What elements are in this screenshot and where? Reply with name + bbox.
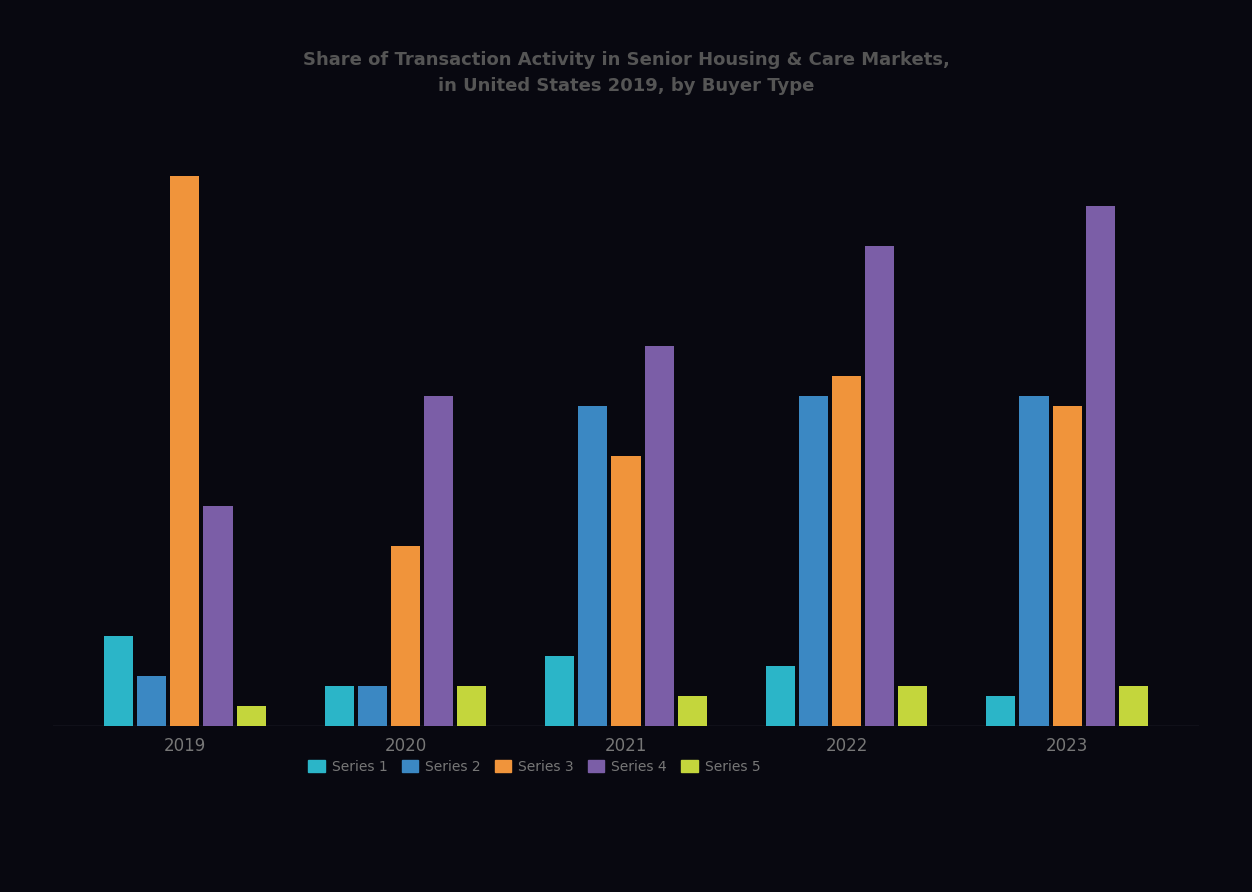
Bar <box>799 396 828 726</box>
Bar <box>578 406 607 726</box>
Bar <box>237 706 265 726</box>
Bar <box>987 696 1015 726</box>
Bar <box>1085 206 1114 726</box>
Title: Share of Transaction Activity in Senior Housing & Care Markets,
in United States: Share of Transaction Activity in Senior … <box>303 51 949 95</box>
Bar <box>1053 406 1082 726</box>
Bar <box>865 246 894 726</box>
Bar <box>833 376 861 726</box>
Bar <box>645 346 674 726</box>
Bar <box>424 396 453 726</box>
Bar <box>203 506 233 726</box>
Bar <box>138 676 167 726</box>
Bar <box>1019 396 1049 726</box>
Bar <box>898 686 928 726</box>
Bar <box>546 656 575 726</box>
Bar <box>358 686 387 726</box>
Bar <box>324 686 354 726</box>
Bar <box>677 696 706 726</box>
Legend: Series 1, Series 2, Series 3, Series 4, Series 5: Series 1, Series 2, Series 3, Series 4, … <box>303 754 766 779</box>
Bar <box>611 456 641 726</box>
Bar <box>104 636 133 726</box>
Bar <box>391 546 419 726</box>
Bar <box>1119 686 1148 726</box>
Bar <box>457 686 486 726</box>
Bar <box>766 666 795 726</box>
Bar <box>170 176 199 726</box>
